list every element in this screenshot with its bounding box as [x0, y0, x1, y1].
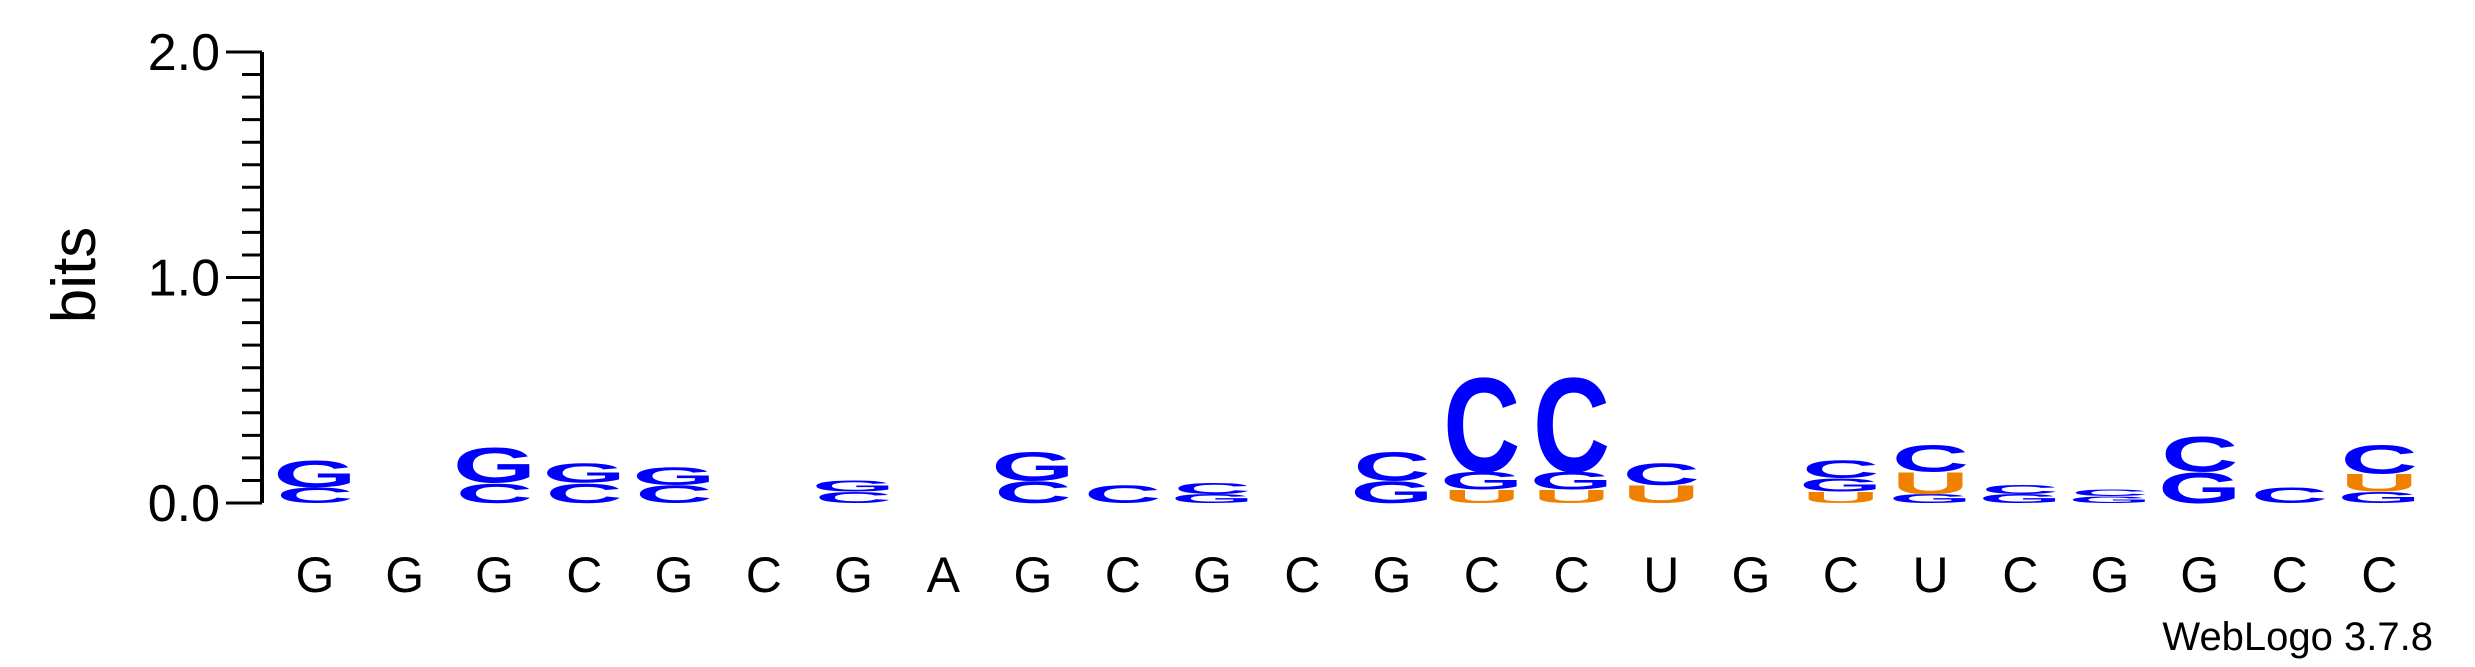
logo-letter-c: C: [1623, 457, 1700, 492]
logo-letter-u: U: [1443, 486, 1520, 507]
logo-letter-g: G: [1889, 492, 1972, 506]
position-label: G: [2180, 547, 2219, 603]
logo-letter-c: C: [1982, 483, 2059, 497]
logo-letter-g: G: [453, 438, 536, 494]
logo-letter-c: C: [276, 483, 353, 507]
position-label: G: [475, 547, 514, 603]
position-label: G: [1193, 547, 1232, 603]
logo-letter-g: G: [1440, 467, 1523, 495]
logo-letter-u: U: [1623, 481, 1700, 509]
logo-letter-c: C: [1443, 349, 1520, 500]
logo-letter-g: G: [992, 444, 1075, 489]
position-label: U: [1643, 547, 1679, 603]
weblogo-credit: WebLogo 3.7.8: [2162, 615, 2433, 659]
position-label: C: [2361, 547, 2397, 603]
logo-letter-c: C: [546, 477, 623, 509]
logo-letter-u: U: [1802, 489, 1879, 506]
position-label: C: [2271, 547, 2307, 603]
y-tick-label: 2.0: [148, 24, 220, 82]
logo-letter-g: G: [1979, 492, 2062, 506]
position-label: C: [566, 547, 602, 603]
logo-letter-g: G: [543, 457, 626, 489]
position-label: G: [385, 547, 424, 603]
logo-letter-c: C: [2071, 488, 2148, 499]
logo-letter-g: G: [812, 478, 895, 495]
logo-letter-c: C: [1084, 481, 1161, 509]
position-label: C: [1823, 547, 1859, 603]
logo-letter-c: C: [456, 477, 533, 509]
position-label: C: [1284, 547, 1320, 603]
logo-letter-g: G: [274, 453, 357, 495]
position-label: G: [296, 547, 335, 603]
logo-letter-c: C: [1892, 438, 1969, 480]
position-label: G: [2091, 547, 2130, 603]
logo-letter-u: U: [1533, 486, 1610, 507]
position-label: C: [1553, 547, 1589, 603]
logo-letter-c: C: [635, 481, 712, 509]
y-tick-label: 1.0: [148, 250, 220, 308]
logo-letter-g: G: [1351, 475, 1434, 510]
position-label: G: [1014, 547, 1053, 603]
y-axis: 0.0 1.0 2.0: [148, 24, 264, 533]
position-label: G: [834, 547, 873, 603]
logo-letter-c: C: [994, 475, 1071, 510]
logo-letter-g: G: [2338, 489, 2421, 506]
logo-letter-c: C: [1353, 444, 1430, 489]
logo-letter-u: U: [2341, 469, 2418, 497]
position-label: G: [1732, 547, 1771, 603]
logo-letter-c: C: [2251, 483, 2328, 507]
position-label: G: [655, 547, 694, 603]
logo-letter-c: C: [815, 489, 892, 506]
logo-letter-g: G: [633, 463, 716, 491]
position-label: C: [2002, 547, 2038, 603]
logo-letter-c: C: [2341, 437, 2418, 482]
position-label: C: [746, 547, 782, 603]
logo-letter-u: U: [1892, 466, 1969, 501]
logo-letter-c: C: [1533, 349, 1610, 500]
logo-letter-c: C: [1174, 480, 1251, 497]
logo-letter-g: G: [2158, 464, 2241, 513]
logo-letter-c: C: [2161, 426, 2238, 482]
logo-letter-g: G: [1530, 467, 1613, 495]
position-label: C: [1105, 547, 1141, 603]
y-axis-title: bits: [40, 227, 109, 323]
logo-letter-c: C: [1802, 456, 1879, 484]
y-tick-label: 0.0: [148, 475, 220, 533]
logo-letter-g: G: [1171, 492, 1254, 506]
logo-letter-g: G: [2069, 495, 2152, 506]
position-label: A: [927, 547, 961, 603]
position-label: C: [1464, 547, 1500, 603]
logo-letter-g: G: [1799, 475, 1882, 496]
position-label: G: [1373, 547, 1412, 603]
position-label: U: [1912, 547, 1948, 603]
